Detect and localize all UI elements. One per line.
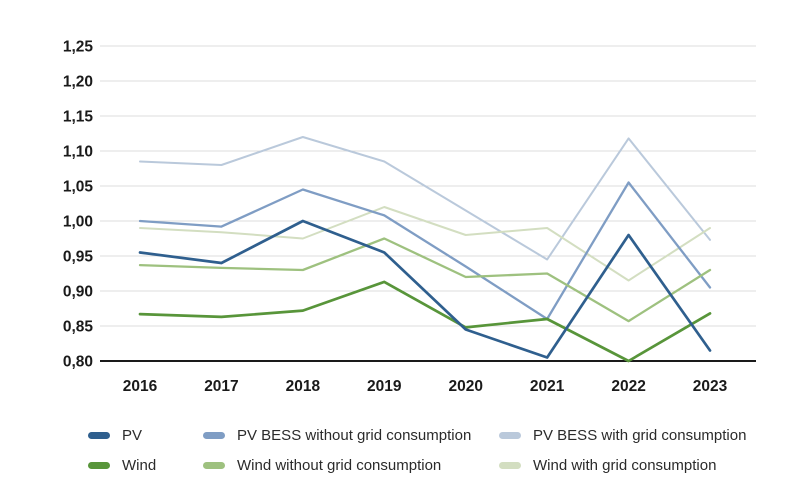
legend-swatch-wind-with-grid: [499, 461, 521, 469]
legend-swatch-pv: [88, 431, 110, 439]
y-axis-tick-labels: 1,25 1,20 1,15 1,10 1,05 1,00 0,95 0,90 0,85 0,80: [63, 39, 94, 371]
x-tick-label: 2016: [123, 378, 158, 395]
y-tick-label: 0,85: [63, 319, 94, 336]
gridlines: [100, 45, 756, 362]
x-tick-label: 2022: [611, 378, 645, 395]
legend-label-pv-bess-without-grid: PV BESS without grid consumption: [237, 426, 472, 444]
x-tick-label: 2021: [530, 378, 565, 395]
legend-item-wind-with-grid: Wind with grid consumption: [499, 458, 746, 473]
legend-swatch-pv-bess-with-grid: [499, 431, 521, 439]
legend-item-pv-bess-without-grid: PV BESS without grid consumption: [203, 428, 499, 443]
series-line-pv: [138, 219, 712, 359]
y-tick-label: 1,25: [63, 39, 94, 56]
series-line-pv-bess-with-grid-consumption: [139, 136, 712, 261]
legend-item-pv: PV: [88, 428, 203, 443]
legend-item-pv-bess-with-grid: PV BESS with grid consumption: [499, 428, 746, 443]
legend-label-wind-with-grid: Wind with grid consumption: [533, 456, 717, 474]
x-tick-label: 2020: [448, 378, 482, 395]
legend-label-wind-without-grid: Wind without grid consumption: [237, 456, 442, 474]
series-line-pv-bess-without-grid-consumption: [138, 181, 712, 321]
y-tick-label: 1,15: [63, 109, 94, 126]
y-tick-label: 0,80: [63, 354, 93, 371]
legend-item-wind: Wind: [88, 458, 203, 473]
legend-label-pv-bess-with-grid: PV BESS with grid consumption: [533, 426, 747, 444]
y-tick-label: 0,95: [63, 249, 94, 266]
series-line-wind-without-grid-consumption: [138, 237, 712, 323]
y-tick-label: 0,90: [63, 284, 93, 301]
y-tick-label: 1,20: [63, 74, 93, 91]
series-line-wind-with-grid-consumption: [139, 206, 712, 282]
x-tick-label: 2023: [693, 378, 728, 395]
line-chart: 1,25 1,20 1,15 1,10 1,05 1,00 0,95 0,90 0,85 0,80…: [63, 39, 756, 395]
y-tick-label: 1,00: [63, 214, 93, 231]
legend-item-wind-without-grid: Wind without grid consumption: [203, 458, 499, 473]
legend-swatch-wind-without-grid: [203, 461, 225, 469]
y-tick-label: 1,05: [63, 179, 94, 196]
x-axis-tick-labels: 2016 2017 2018 2019 2020 2021 2022 2023: [123, 378, 728, 395]
plot-area: 1,25 1,20 1,15 1,10 1,05 1,00 0,95 0,90 0,85 0,80…: [63, 39, 756, 395]
legend-swatch-wind: [88, 461, 110, 469]
x-tick-label: 2019: [367, 378, 402, 395]
legend-label-wind: Wind: [122, 456, 157, 474]
chart-legend: PV PV BESS without grid consumption PV B…: [88, 420, 746, 480]
legend-label-pv: PV: [122, 426, 143, 444]
y-tick-label: 1,10: [63, 144, 93, 161]
x-tick-label: 2018: [286, 378, 321, 395]
data-series-lines: [138, 136, 712, 363]
legend-swatch-pv-bess-without-grid: [203, 431, 225, 439]
x-tick-label: 2017: [204, 378, 238, 395]
series-line-wind: [138, 280, 712, 363]
